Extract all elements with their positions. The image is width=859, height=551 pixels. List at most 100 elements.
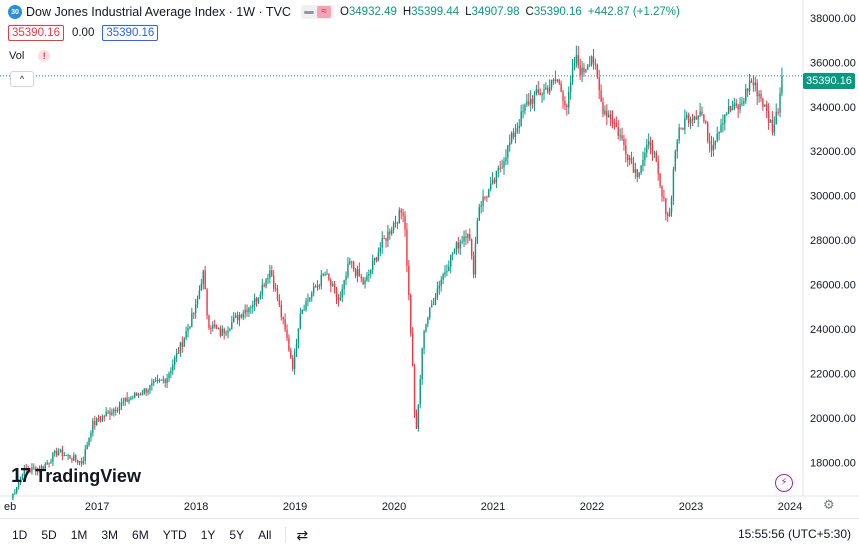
candle-body <box>693 116 696 121</box>
clock[interactable]: 15:55:56 (UTC+5:30) <box>737 527 851 541</box>
candle-body <box>427 317 429 325</box>
candle-body <box>642 159 644 166</box>
candle-body <box>307 299 309 302</box>
wave-icon[interactable]: ≈ <box>316 6 331 18</box>
candle-body <box>351 261 353 263</box>
candle-body <box>168 373 170 379</box>
candle-body <box>608 114 610 117</box>
ohlc-values: O34932.49 H35399.44 L34907.98 C35390.16 +442… <box>340 6 686 18</box>
calendar-icon[interactable]: ⇄ <box>296 526 309 543</box>
y-tick-label: 30000.00 <box>810 191 856 203</box>
candle-body <box>358 269 361 277</box>
candle-body <box>615 123 618 128</box>
candle-body <box>297 328 300 344</box>
candle-body <box>451 253 454 255</box>
candle-body <box>311 293 313 298</box>
candle-body <box>623 138 625 146</box>
gear-icon[interactable]: ⚙ <box>823 497 835 512</box>
candle-body <box>17 481 20 488</box>
timeframe-ytd[interactable]: YTD <box>162 528 187 542</box>
candle-body <box>55 450 58 456</box>
candle-body <box>548 87 551 93</box>
timeframe-6m[interactable]: 6M <box>132 528 149 542</box>
price-chart[interactable]: 18000.00 20000.00 22000.00 24000.00 26000.00… <box>0 0 859 518</box>
candle-body <box>404 215 406 230</box>
candle-body <box>223 329 225 334</box>
candle-body <box>366 275 368 281</box>
vol-label[interactable]: Vol <box>9 50 25 62</box>
collapse-legend-button[interactable]: ^ <box>10 71 34 87</box>
candle-body <box>684 118 686 130</box>
candle-body <box>489 183 492 190</box>
candle-body <box>391 230 393 234</box>
candle-body <box>377 252 380 261</box>
candle-body <box>48 462 50 464</box>
candle-body <box>202 270 204 284</box>
candle-body <box>503 161 505 168</box>
candle-body <box>522 111 524 113</box>
candle-body <box>215 326 218 329</box>
timeframe-5y[interactable]: 5Y <box>229 528 245 542</box>
lightning-icon[interactable]: ⚡ <box>775 474 793 492</box>
candle-body <box>92 420 94 433</box>
candle-body <box>651 146 654 153</box>
tradingview-logo-mark: 17 <box>11 465 31 487</box>
candle-body <box>547 87 549 93</box>
candle-body <box>708 140 711 145</box>
candle-body <box>764 104 766 107</box>
timeframe-1y[interactable]: 1Y <box>200 528 216 542</box>
candle-body <box>609 114 612 120</box>
candle-body <box>59 449 62 453</box>
candle-body <box>480 205 482 208</box>
candle-body <box>339 297 342 301</box>
eye-icon[interactable] <box>303 10 314 14</box>
candle-body <box>16 487 18 493</box>
chart-title[interactable]: Dow Jones Industrial Average Index · 1W … <box>26 5 291 19</box>
chart-area[interactable]: 18000.00 20000.00 22000.00 24000.00 26000.00… <box>0 0 859 518</box>
candle-body <box>514 131 517 138</box>
candle-body <box>577 55 579 66</box>
candle-body <box>389 231 391 234</box>
y-tick-label: 28000.00 <box>810 235 856 247</box>
bid-box[interactable]: 35390.16 <box>8 25 64 41</box>
candle-body <box>95 418 98 425</box>
symbol-badge-icon[interactable]: 30 <box>8 5 22 19</box>
candle-body <box>385 238 387 241</box>
candle-body <box>208 315 210 328</box>
timeframe-3m[interactable]: 3M <box>101 528 119 542</box>
candle-body <box>341 289 343 298</box>
ask-box[interactable]: 35390.16 <box>102 25 159 41</box>
candle-body <box>703 114 705 122</box>
candle-body <box>417 404 420 429</box>
candle-body <box>552 79 555 81</box>
tradingview-logo[interactable]: 17 TradingView <box>11 465 141 488</box>
legend-actions[interactable]: ≈ <box>300 5 334 19</box>
candle-body <box>465 236 467 238</box>
candle-body <box>69 455 71 459</box>
warning-icon[interactable]: ! <box>38 50 51 62</box>
candle-body <box>183 338 185 347</box>
candle-body <box>314 286 317 288</box>
candle-body <box>219 328 222 336</box>
candle-body <box>118 406 121 411</box>
candle-body <box>301 309 303 315</box>
timeframe-all[interactable]: All <box>258 528 272 542</box>
timeframe-5d[interactable]: 5D <box>41 528 57 542</box>
candle-body <box>132 397 134 399</box>
candle-body <box>196 298 199 305</box>
timeframe-1m[interactable]: 1M <box>70 528 88 542</box>
candle-body <box>769 119 772 123</box>
candle-body <box>25 468 27 471</box>
candle-body <box>316 285 319 288</box>
candle-body <box>554 79 557 82</box>
candle-body <box>488 189 490 198</box>
close-label: C <box>525 6 534 18</box>
candle-body <box>364 280 366 285</box>
candle-body <box>151 383 153 386</box>
y-tick-label: 32000.00 <box>810 146 856 158</box>
candle-body <box>621 135 623 139</box>
candle-body <box>194 304 197 314</box>
candle-body <box>697 115 699 120</box>
candle-body <box>94 420 96 425</box>
timeframe-1d[interactable]: 1D <box>12 528 28 542</box>
